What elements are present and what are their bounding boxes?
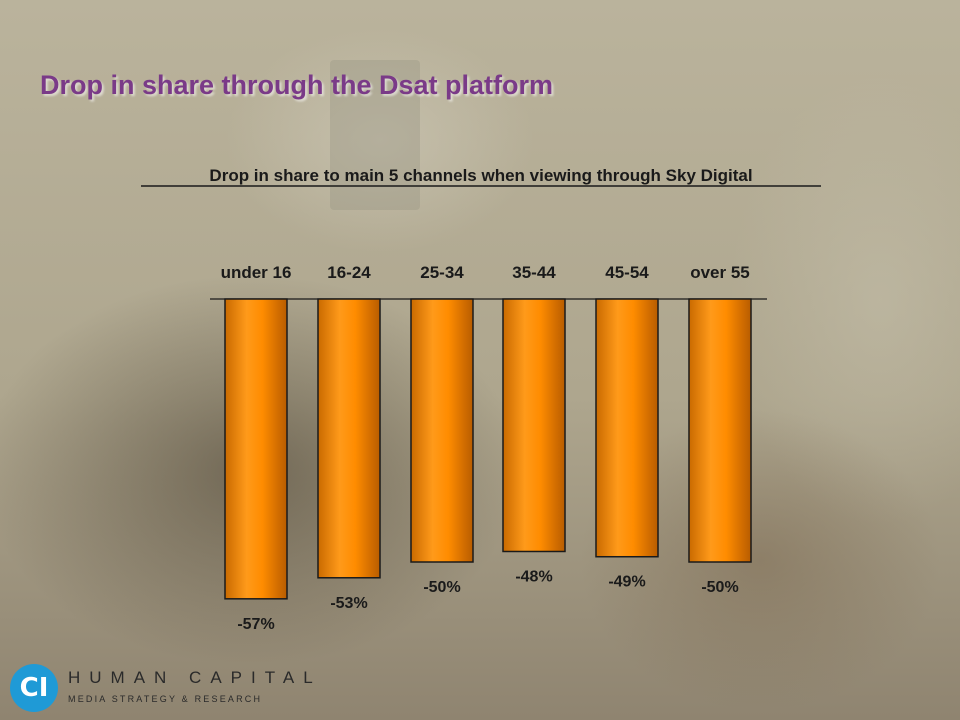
category-label: 16-24 bbox=[327, 263, 371, 282]
category-label: 25-34 bbox=[420, 263, 464, 282]
value-label: -57% bbox=[237, 616, 274, 633]
category-label: 45-54 bbox=[605, 263, 649, 282]
bar-45-54 bbox=[595, 298, 659, 558]
logo-mark-icon bbox=[10, 664, 58, 712]
bar-16-24 bbox=[317, 298, 381, 579]
value-label: -48% bbox=[515, 568, 552, 585]
category-label: under 16 bbox=[221, 263, 292, 282]
chart-title: Drop in share to main 5 channels when vi… bbox=[209, 166, 752, 185]
bar-25-34 bbox=[410, 298, 474, 563]
page-title: Drop in share through the Dsat platform bbox=[40, 70, 554, 100]
bar-under-16 bbox=[224, 298, 288, 600]
category-label: over 55 bbox=[690, 263, 750, 282]
logo-tagline: MEDIA STRATEGY & RESEARCH bbox=[68, 694, 263, 704]
category-label: 35-44 bbox=[512, 263, 556, 282]
value-label: -53% bbox=[330, 595, 367, 612]
bars-layer: under 16 -57% 16-24 -53% 25-34 -50% 35-44 -48% 4… bbox=[221, 263, 752, 633]
value-label: -49% bbox=[608, 574, 645, 591]
background-tv bbox=[330, 60, 420, 210]
value-label: -50% bbox=[423, 579, 460, 596]
value-label: -50% bbox=[701, 579, 738, 596]
bar-over-55 bbox=[688, 298, 752, 563]
human-capital-logo: CI HUMAN CAPITAL MEDIA STRATEGY & RESEAR… bbox=[10, 660, 330, 716]
bar-35-44 bbox=[502, 298, 566, 553]
logo-name: HUMAN CAPITAL bbox=[68, 668, 322, 687]
